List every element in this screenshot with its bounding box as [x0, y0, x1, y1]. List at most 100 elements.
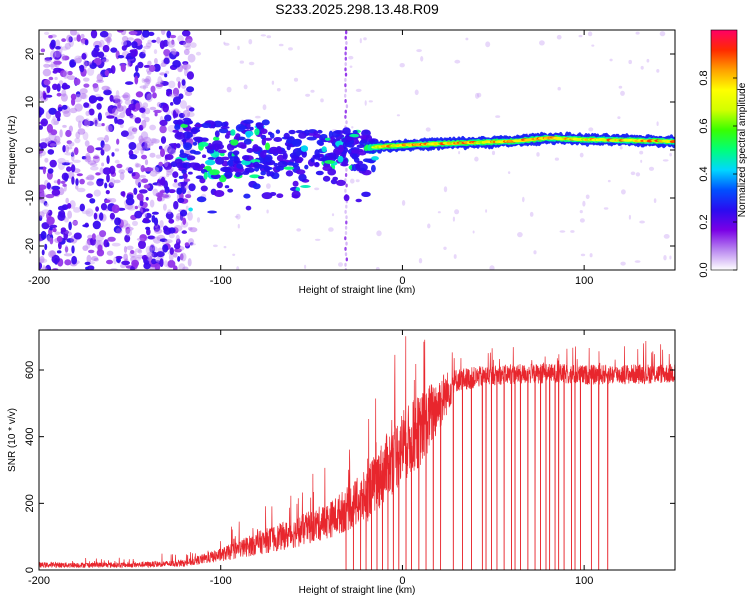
noise-cell [152, 236, 162, 244]
noise-cell [171, 39, 175, 45]
energy-cell [276, 193, 284, 198]
noise-cell [166, 37, 171, 46]
noise-cell [223, 245, 227, 249]
energy-cell [349, 133, 360, 138]
energy-cell [183, 142, 193, 151]
streak-cell [344, 46, 348, 51]
noise-cell [320, 98, 324, 103]
noise-cell [88, 249, 95, 254]
energy-cell [224, 171, 233, 179]
noise-cell [53, 120, 59, 125]
noise-cell [142, 49, 146, 54]
noise-cell [174, 248, 182, 253]
noise-cell [145, 196, 149, 201]
noise-cell [156, 36, 161, 44]
streak-cell [345, 120, 348, 125]
noise-cell [183, 178, 191, 182]
noise-cell [145, 212, 152, 219]
noise-cell [120, 191, 126, 197]
noise-cell [142, 136, 152, 144]
energy-cell [291, 190, 301, 199]
noise-cell [65, 144, 70, 153]
noise-cell [127, 167, 134, 174]
energy-cell [269, 192, 277, 196]
noise-cell [57, 157, 66, 164]
y-tick-label: 20 [24, 48, 36, 60]
noise-cell [351, 126, 354, 129]
energy-cell [179, 153, 189, 158]
energy-cell [317, 129, 323, 134]
noise-cell [144, 208, 150, 212]
energy-cell [188, 207, 193, 212]
noise-cell [43, 200, 48, 206]
noise-cell [170, 102, 174, 106]
noise-cell [82, 119, 89, 126]
energy-cell [352, 130, 358, 134]
noise-cell [135, 65, 139, 73]
noise-cell [146, 70, 152, 75]
noise-cell [62, 70, 69, 79]
noise-cell [425, 127, 431, 132]
energy-cell [232, 150, 240, 156]
noise-cell [149, 265, 156, 270]
noise-cell [70, 30, 77, 36]
x-tick-label: 100 [575, 275, 593, 287]
noise-cell [65, 160, 70, 164]
noise-cell [276, 88, 281, 92]
noise-cell [44, 203, 49, 207]
energy-cell [337, 155, 344, 163]
noise-cell [84, 118, 91, 128]
noise-cell [94, 119, 98, 127]
streak-cell [344, 67, 347, 72]
noise-cell [271, 80, 275, 85]
noise-cell [76, 34, 81, 42]
noise-cell [175, 215, 180, 222]
noise-cell [213, 244, 218, 248]
noise-cell [443, 246, 447, 250]
noise-cell [76, 187, 86, 193]
streak-cell [344, 188, 347, 193]
noise-cell [195, 51, 202, 56]
noise-cell [376, 230, 382, 237]
noise-cell [39, 90, 43, 99]
noise-cell [529, 211, 534, 217]
noise-cell [89, 162, 98, 167]
noise-cell [223, 41, 226, 45]
energy-cell [322, 175, 331, 182]
noise-cell [137, 182, 141, 188]
noise-cell [39, 256, 45, 263]
noise-cell [223, 42, 230, 46]
noise-cell [164, 114, 172, 122]
noise-cell [49, 237, 54, 245]
noise-cell [159, 72, 166, 76]
noise-cell [85, 176, 90, 180]
snr-x-axis: -200 -100 0 100 [28, 330, 593, 587]
noise-cell [71, 245, 75, 254]
noise-cell [125, 228, 133, 237]
noise-cell [107, 236, 116, 242]
noise-cell [64, 259, 72, 266]
noise-cell [159, 220, 164, 228]
noise-cell [187, 190, 191, 195]
noise-cell [168, 218, 175, 224]
noise-cell [130, 50, 137, 58]
noise-cell [42, 68, 52, 77]
noise-cell [237, 45, 240, 51]
noise-cell [39, 142, 48, 149]
noise-cell [121, 40, 127, 46]
energy-cell [292, 139, 302, 147]
noise-cell [54, 135, 61, 144]
noise-cell [40, 230, 47, 240]
noise-cell [248, 61, 255, 66]
energy-cell [285, 139, 293, 144]
noise-cell [185, 194, 192, 199]
noise-cell [109, 212, 115, 220]
noise-cell [111, 107, 119, 116]
noise-cell [141, 178, 149, 183]
noise-cell [162, 193, 171, 199]
energy-cell [249, 126, 254, 131]
noise-cell [147, 254, 153, 262]
noise-cell [168, 80, 176, 89]
noise-cell [248, 39, 253, 45]
noise-cell [39, 153, 43, 158]
